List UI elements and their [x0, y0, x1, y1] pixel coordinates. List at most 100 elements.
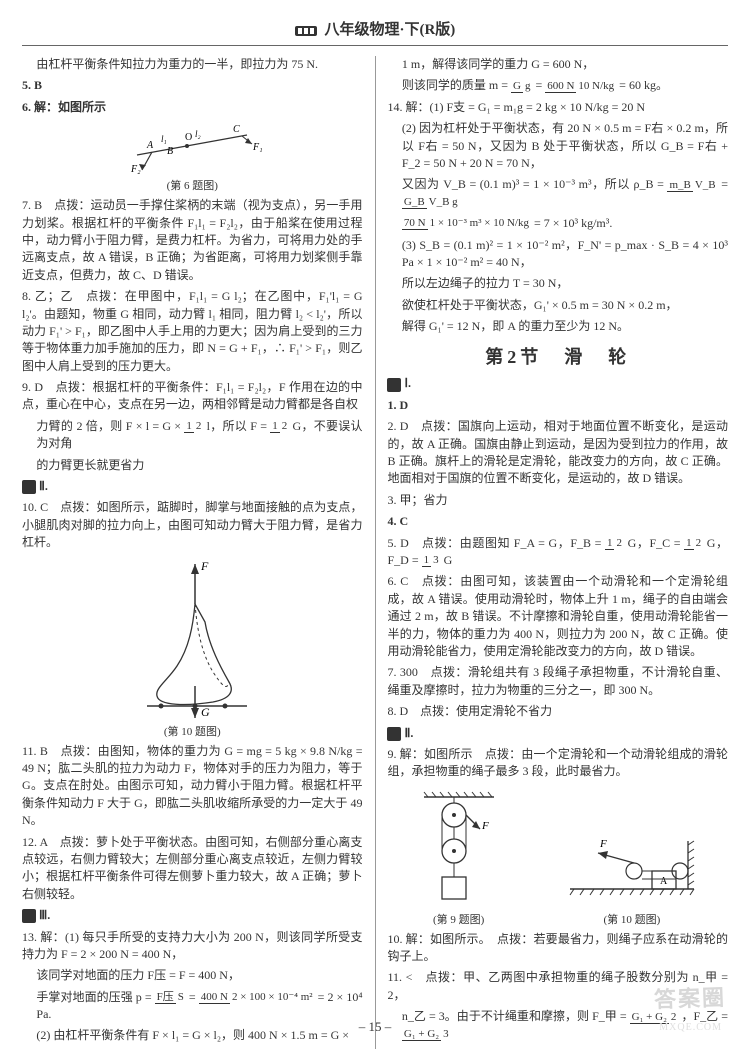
q14b: (2) 因为杠杆处于平衡状态，有 20 N × 0.5 m = F右 × 0.2… — [387, 120, 728, 172]
t: = 7 × 10³ kg/m³. — [534, 216, 612, 230]
column-divider — [375, 56, 376, 1049]
fig10-caption: (第 10 题图) — [22, 723, 363, 739]
fraction: 13 — [422, 553, 441, 569]
fig9-caption: (第 9 题图) — [414, 911, 504, 927]
fraction: Gg — [511, 79, 532, 95]
r3: 3. 甲；省力 — [387, 492, 728, 509]
marker-label: Ⅲ. — [39, 908, 50, 922]
r5: 5. D 点拨：由题图知 F_A = G，F_B = 12 G，F_C = 12… — [387, 535, 728, 570]
q13b: 该同学对地面的压力 F压 = F = 400 N， — [22, 967, 363, 984]
fraction: 600 N10 N/kg — [545, 79, 616, 95]
svg-text:l₁: l₁ — [161, 134, 167, 144]
svg-text:B: B — [167, 146, 173, 157]
foot-lever-icon: F G — [117, 556, 267, 721]
t: = 60 kg。 — [619, 78, 668, 92]
svg-text:F: F — [481, 820, 489, 832]
svg-text:F: F — [200, 559, 209, 573]
marker-icon — [22, 480, 36, 494]
q10: 10. C 点拨：如图所示，踮脚时，脚掌与地面接触的点为支点，小腿肌肉对脚的拉力… — [22, 499, 363, 551]
figures-9-10: F (第 9 题图) — [387, 785, 728, 931]
r9: 9. 解：如图所示 点拨：由一个定滑轮和一个动滑轮组成的滑轮组，承担物重的绳子最… — [387, 746, 728, 781]
t: G，F_C = — [628, 536, 685, 550]
figure-10-foot: F G (第 10 题图) — [22, 556, 363, 739]
r4: 4. C — [387, 513, 728, 530]
svg-text:F₁: F₁ — [252, 142, 263, 153]
text: 由杠杆平衡条件知拉力为重力的一半，即拉力为 75 N. — [22, 56, 363, 73]
section-2-title: 第2节 滑 轮 — [387, 343, 728, 369]
q6-label: 6. 解：如图所示 — [22, 99, 363, 116]
page-number: – 15 – — [0, 1019, 750, 1035]
svg-text:G: G — [201, 705, 210, 719]
r7: 7. 300 点拨：滑轮组共有 3 段绳子承担物重，不计滑轮自重、绳重及摩擦时，… — [387, 664, 728, 699]
t: 又因为 V_B = (0.1 m)³ = 1 × 10⁻³ m³，所以 ρ_B … — [402, 177, 668, 191]
t: 5. D 点拨：由题图知 F_A = G，F_B = — [387, 536, 604, 550]
t: 则该同学的质量 m = — [402, 78, 511, 92]
q11: 11. B 点拨：由图知，物体的重力为 G = mg = 5 kg × 9.8 … — [22, 743, 363, 830]
r6: 6. C 点拨：由图可知，该装置由一个动滑轮和一个定滑轮组成，故 A 错误。使用… — [387, 573, 728, 660]
q14h: 解得 G₁' = 12 N，即 A 的重力至少为 12 N。 — [387, 318, 728, 335]
fig6-caption: (第 6 题图) — [22, 177, 363, 193]
section-marker: Ⅲ. — [22, 907, 363, 924]
q12: 12. A 点拨：萝卜处于平衡状态。由图可知，右侧部分重心离支点较远，右侧力臂较… — [22, 834, 363, 904]
r2: 2. D 点拨：国旗向上运动，相对于地面位置不断变化，是运动的，故 A 正确。国… — [387, 418, 728, 488]
fraction: G_BV_B g — [402, 195, 460, 211]
left-column: 由杠杆平衡条件知拉力为重力的一半，即拉力为 75 N. 5. B 6. 解：如图… — [22, 56, 363, 1049]
horizontal-pulley-icon: A F — [562, 829, 702, 909]
content-columns: 由杠杆平衡条件知拉力为重力的一半，即拉力为 75 N. 5. B 6. 解：如图… — [22, 56, 728, 1049]
q14c: 又因为 V_B = (0.1 m)³ = 1 × 10⁻³ m³，所以 ρ_B … — [387, 176, 728, 211]
figure-9: F (第 9 题图) — [414, 789, 504, 927]
t: = — [721, 177, 728, 191]
right-column: 1 m，解得该同学的重力 G = 600 N， 则该同学的质量 m = Gg =… — [387, 56, 728, 1049]
t: 力臂的 2 倍，则 F × l = G × — [36, 419, 184, 433]
q14e: (3) S_B = (0.1 m)² = 1 × 10⁻² m²，F_N' = … — [387, 237, 728, 272]
fraction: m_BV_B — [667, 178, 717, 194]
fraction: 12 — [184, 419, 203, 435]
svg-text:A: A — [660, 876, 668, 887]
marker-label: Ⅰ. — [404, 376, 411, 390]
text: 1 m，解得该同学的重力 G = 600 N， — [387, 56, 728, 73]
svg-text:l₂: l₂ — [195, 129, 201, 139]
fraction: 70 N1 × 10⁻³ m³ × 10 N/kg — [402, 216, 531, 232]
fraction: 12 — [605, 536, 624, 552]
q9b: 力臂的 2 倍，则 F × l = G × 12 l，所以 F = 12 G，不… — [22, 418, 363, 453]
q13a: 13. 解：(1) 每只手所受的支持力大小为 200 N，则该同学所受支持力为 … — [22, 929, 363, 964]
p1: 则该同学的质量 m = Gg = 600 N10 N/kg = 60 kg。 — [387, 77, 728, 94]
fraction: 400 N2 × 100 × 10⁻⁴ m² — [199, 990, 315, 1006]
logo-icon — [295, 24, 317, 38]
t: l，所以 F = — [207, 419, 271, 433]
fraction: 12 — [270, 419, 289, 435]
marker-label: Ⅱ. — [39, 479, 48, 493]
svg-text:F: F — [599, 838, 607, 850]
section-marker: Ⅱ. — [387, 725, 728, 742]
q9e: 的力臂更长就更省力 — [22, 457, 363, 474]
r1: 1. D — [387, 397, 728, 414]
q14f: 所以左边绳子的拉力 T = 30 N， — [387, 275, 728, 292]
r8: 8. D 点拨：使用定滑轮不省力 — [387, 703, 728, 720]
svg-text:A: A — [146, 140, 154, 151]
fraction: 12 — [684, 536, 703, 552]
svg-text:C: C — [233, 124, 240, 135]
fraction: F压S — [155, 990, 186, 1006]
t: G — [444, 553, 453, 567]
section-marker: Ⅱ. — [22, 478, 363, 495]
marker-icon — [387, 378, 401, 392]
figure-10b: A F (第 10 题图) — [562, 829, 702, 927]
page-header: 八年级物理·下(R版) — [22, 0, 728, 46]
svg-text:F₂: F₂ — [130, 164, 141, 175]
pulley-group-icon: F — [414, 789, 504, 909]
watermark-main: 答案圈 — [653, 980, 726, 1014]
marker-icon — [387, 727, 401, 741]
section-marker: Ⅰ. — [387, 375, 728, 392]
t: 手掌对地面的压强 p = — [36, 990, 154, 1004]
q7: 7. B 点拨：运动员一手撑住桨柄的末端（视为支点），另一手用力划桨。根据杠杆的… — [22, 197, 363, 284]
lever-diagram-icon: O F₂ A B l₁ l₂ C F₁ — [117, 120, 267, 175]
marker-icon — [22, 909, 36, 923]
figure-6: O F₂ A B l₁ l₂ C F₁ (第 6 题图) — [22, 120, 363, 193]
q14d: 70 N1 × 10⁻³ m³ × 10 N/kg = 7 × 10³ kg/m… — [387, 215, 728, 232]
q14a: 14. 解：(1) F支 = G₁ = m₁g = 2 kg × 10 N/kg… — [387, 99, 728, 116]
q5: 5. B — [22, 77, 363, 94]
header-title: 八年级物理·下(R版) — [324, 22, 455, 38]
r10: 10. 解：如图所示。 点拨：若要最省力，则绳子应系在动滑轮的钩子上。 — [387, 931, 728, 966]
marker-label: Ⅱ. — [404, 726, 413, 740]
fig10b-caption: (第 10 题图) — [562, 911, 702, 927]
